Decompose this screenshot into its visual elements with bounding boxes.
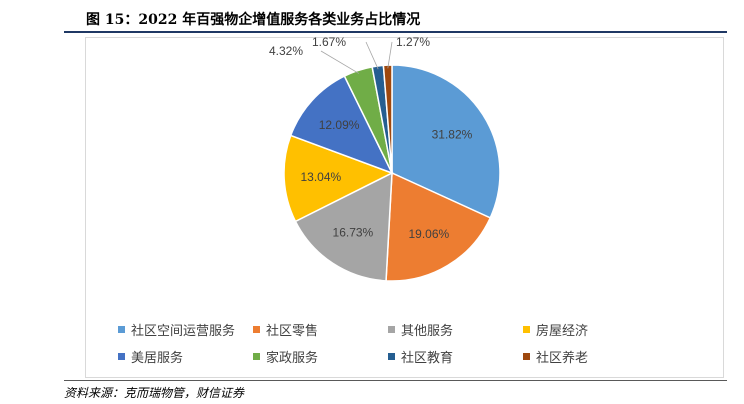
legend-item-social-space: 社区空间运营服务 (118, 320, 253, 339)
leader-line (365, 41, 379, 70)
legend-row: 社区空间运营服务 社区零售 其他服务 房屋经济 (118, 316, 698, 343)
legend-item-other: 其他服务 (388, 320, 523, 339)
source-divider (64, 380, 727, 381)
source-note: 资料来源：克而瑞物管，财信证券 (64, 386, 245, 400)
title-divider (64, 31, 727, 33)
pie-slice (391, 64, 501, 219)
legend-swatch (253, 326, 260, 333)
pie-slice (289, 75, 394, 175)
slice-data-label: 1.27% (396, 35, 430, 49)
chart-frame (85, 37, 724, 378)
legend-item-retail: 社区零售 (253, 320, 388, 339)
slice-data-label: 4.32% (269, 44, 303, 58)
legend-label: 其他服务 (401, 324, 454, 339)
legend-label: 房屋经济 (536, 324, 589, 339)
legend-item-housekeeping: 家政服务 (253, 347, 388, 366)
legend-label: 社区养老 (536, 351, 589, 366)
legend-item-home: 美居服务 (118, 347, 253, 366)
legend-swatch (388, 353, 395, 360)
legend-swatch (523, 326, 530, 333)
slice-data-label: 16.73% (333, 226, 374, 240)
legend-label: 家政服务 (266, 351, 319, 366)
slice-data-label: 12.09% (319, 118, 360, 132)
chart-title: 图 15：2022 年百强物企增值服务各类业务占比情况 (86, 12, 421, 28)
legend-row: 美居服务 家政服务 社区教育 社区养老 (118, 343, 698, 370)
legend-swatch (118, 353, 125, 360)
legend-swatch (388, 326, 395, 333)
legend-item-housing: 房屋经济 (523, 320, 658, 339)
pie-slice (382, 64, 393, 174)
legend-swatch (253, 353, 260, 360)
leader-line (387, 41, 393, 69)
slice-data-label: 13.04% (300, 170, 341, 184)
legend-label: 社区零售 (266, 324, 319, 339)
pie-slice (283, 134, 394, 223)
legend-label: 社区教育 (401, 351, 454, 366)
pie-slice (385, 171, 492, 282)
leader-line (320, 50, 360, 74)
legend-label: 美居服务 (131, 351, 184, 366)
legend-swatch (118, 326, 125, 333)
slice-data-label: 19.06% (409, 227, 450, 241)
legend-item-elderly: 社区养老 (523, 347, 658, 366)
chart-legend: 社区空间运营服务 社区零售 其他服务 房屋经济 美居服务 家政服务 社区教育 (118, 316, 698, 370)
legend-item-education: 社区教育 (388, 347, 523, 366)
pie-slice (294, 171, 393, 282)
legend-label: 社区空间运营服务 (131, 324, 236, 339)
slice-data-label: 1.67% (312, 35, 346, 49)
legend-swatch (523, 353, 530, 360)
slice-data-label: 31.82% (432, 127, 473, 141)
